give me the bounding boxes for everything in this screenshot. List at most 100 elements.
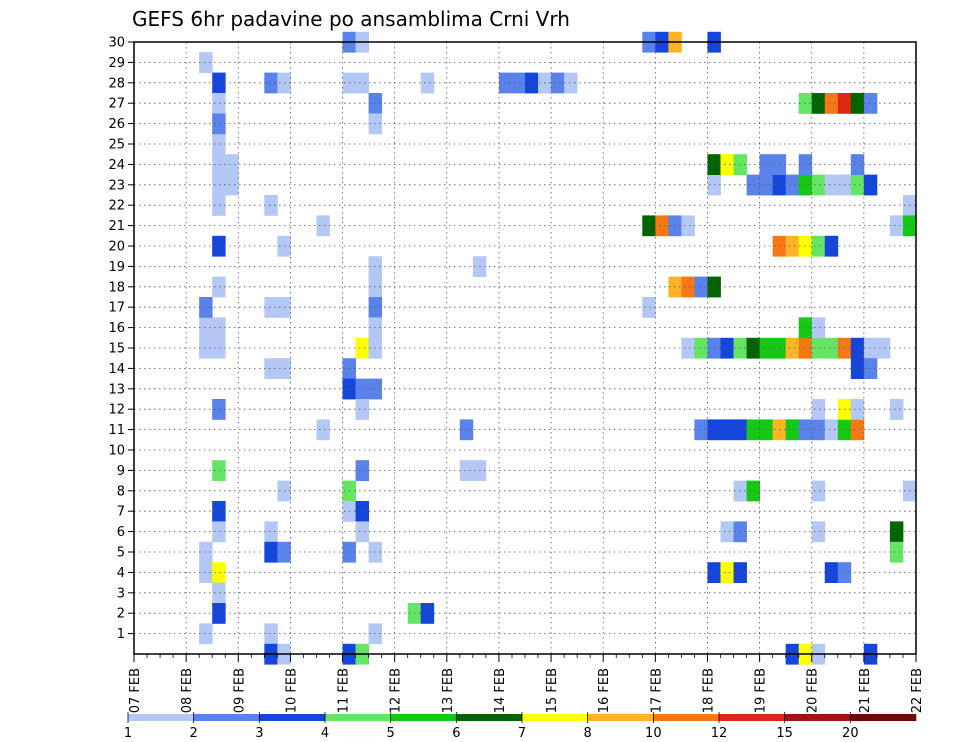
heatmap-cell [199,562,213,583]
heatmap-cell [746,480,760,502]
y-tick-label: 26 [108,117,125,132]
y-tick-label: 7 [117,505,125,520]
y-tick-label: 15 [108,342,125,357]
heatmap-cell [355,72,369,94]
heatmap-cell [811,521,826,543]
x-tick-label: 17 FEB [649,668,664,713]
heatmap-cell [720,419,734,441]
y-tick-label: 10 [108,444,125,459]
heatmap-cell [863,358,878,379]
heatmap-cell [212,276,226,298]
heatmap-cell [355,399,369,420]
heatmap-cell [199,541,213,563]
heatmap-cell [316,215,330,237]
heatmap-cell [889,399,904,420]
heatmap-cell [824,562,839,583]
heatmap-cell [212,460,226,481]
legend-label: 5 [387,726,395,741]
heatmap-cell [420,72,435,94]
heatmap-cell [212,501,226,522]
heatmap-cells [199,31,917,665]
heatmap-cell [720,521,734,543]
legend-swatch [259,714,326,721]
y-axis: 1234567891011121314151617181920212223242… [108,36,134,642]
heatmap-cell [264,623,278,645]
x-tick-label: 08 FEB [180,668,195,713]
y-tick-label: 18 [108,280,125,295]
heatmap-cell [746,419,760,441]
legend-label: 6 [452,726,460,741]
heatmap-cell [199,297,213,318]
y-tick-label: 3 [117,586,125,601]
heatmap-cell [824,419,839,441]
heatmap-cell [694,337,708,359]
y-tick-label: 6 [117,525,125,540]
y-tick-label: 11 [108,423,125,438]
heatmap-cell [720,337,734,359]
heatmap-cell [850,358,865,379]
y-tick-label: 28 [108,76,125,91]
heatmap-cell [212,174,226,196]
heatmap-cell [316,419,330,441]
heatmap-cell [824,174,839,196]
legend-label: 12 [711,726,728,741]
heatmap-cell [785,419,800,441]
x-axis: 07 FEB 08 FEB 09 FEB 10 FEB 11 FEB 12 FEB 13 F… [128,654,925,713]
x-tick-label: 14 FEB [493,668,508,713]
x-tick-label: 20 FEB [806,668,821,713]
heatmap-cell [459,419,474,441]
heatmap-cell [850,174,865,196]
heatmap-cell [694,276,708,298]
heatmap-cell [212,317,226,339]
y-tick-label: 23 [108,178,125,193]
heatmap-cell [863,337,878,359]
heatmap-cell [525,72,539,94]
legend-swatch [784,714,851,721]
heatmap-cell [811,337,826,359]
heatmap-cell [863,93,878,114]
y-tick-label: 8 [117,484,125,499]
heatmap-cell [850,154,865,175]
y-tick-label: 20 [108,240,125,255]
heatmap-cell [785,174,800,196]
heatmap-cell [212,562,226,583]
heatmap-cell [225,154,239,175]
y-tick-label: 1 [117,627,125,642]
x-tick-label: 22 FEB [910,668,925,713]
x-tick-label: 18 FEB [701,668,716,713]
heatmap-cell [824,235,839,257]
heatmap-cell [811,419,826,441]
legend-label: 7 [518,726,526,741]
legend-swatch [587,714,654,721]
heatmap-cell [850,337,865,359]
heatmap-cell [850,93,865,114]
y-tick-label: 19 [108,260,125,275]
color-legend: 1 2 3 4 5 6 7 8 10 12 15 20 [124,712,917,741]
heatmap-cell [746,337,760,359]
heatmap-cell [264,358,278,379]
heatmap-cell [212,603,226,624]
y-tick-label: 24 [108,158,125,173]
heatmap-cell [681,337,695,359]
heatmap-cell [264,541,278,563]
y-tick-label: 29 [108,56,125,71]
heatmap-cell [212,235,226,257]
x-tick-label: 16 FEB [597,668,612,713]
heatmap-cell [811,235,826,257]
heatmap-cell [264,521,278,543]
heatmap-cell [264,297,278,318]
heatmap-cell [785,337,800,359]
y-tick-label: 4 [117,566,125,581]
heatmap-cell [212,72,226,94]
heatmap-cell [212,93,226,114]
heatmap-cell [785,235,800,257]
heatmap-cell [551,72,565,94]
legend-swatch [522,714,588,721]
heatmap-cell [889,541,904,563]
y-tick-label: 5 [117,546,125,561]
legend-label: 20 [842,726,859,741]
heatmap-cell [212,113,226,135]
heatmap-cell [420,603,435,624]
heatmap-cell [355,521,369,543]
heatmap-cell [199,623,213,645]
